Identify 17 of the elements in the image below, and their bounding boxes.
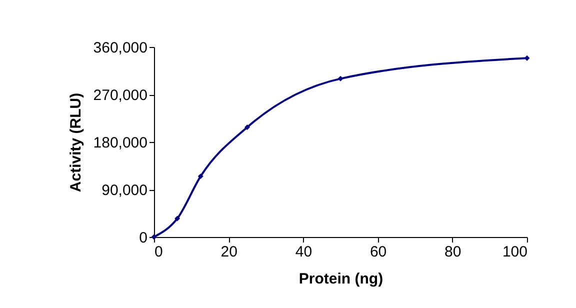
point xyxy=(174,216,180,222)
x-tick-label: 20 xyxy=(220,244,238,260)
point xyxy=(198,174,204,180)
x-tick-label: 100 xyxy=(502,244,528,260)
x-axis-title: Protein (ng) xyxy=(298,270,384,288)
x-tick-label: 40 xyxy=(295,244,312,260)
y-tick-label: 360,000 xyxy=(93,40,148,56)
y-tick-label: 90,000 xyxy=(102,182,148,199)
y-axis-title: Activity (RLU) xyxy=(67,92,84,192)
point xyxy=(244,124,250,130)
y-tick-label: 180,000 xyxy=(93,134,148,152)
y-tick-label: 0 xyxy=(139,230,148,246)
y-tick-label: 270,000 xyxy=(93,87,148,104)
x-tick-label: 0 xyxy=(154,244,163,260)
x-tick-label: 60 xyxy=(370,244,387,260)
x-tick-label: 80 xyxy=(444,244,462,260)
point xyxy=(338,76,344,82)
